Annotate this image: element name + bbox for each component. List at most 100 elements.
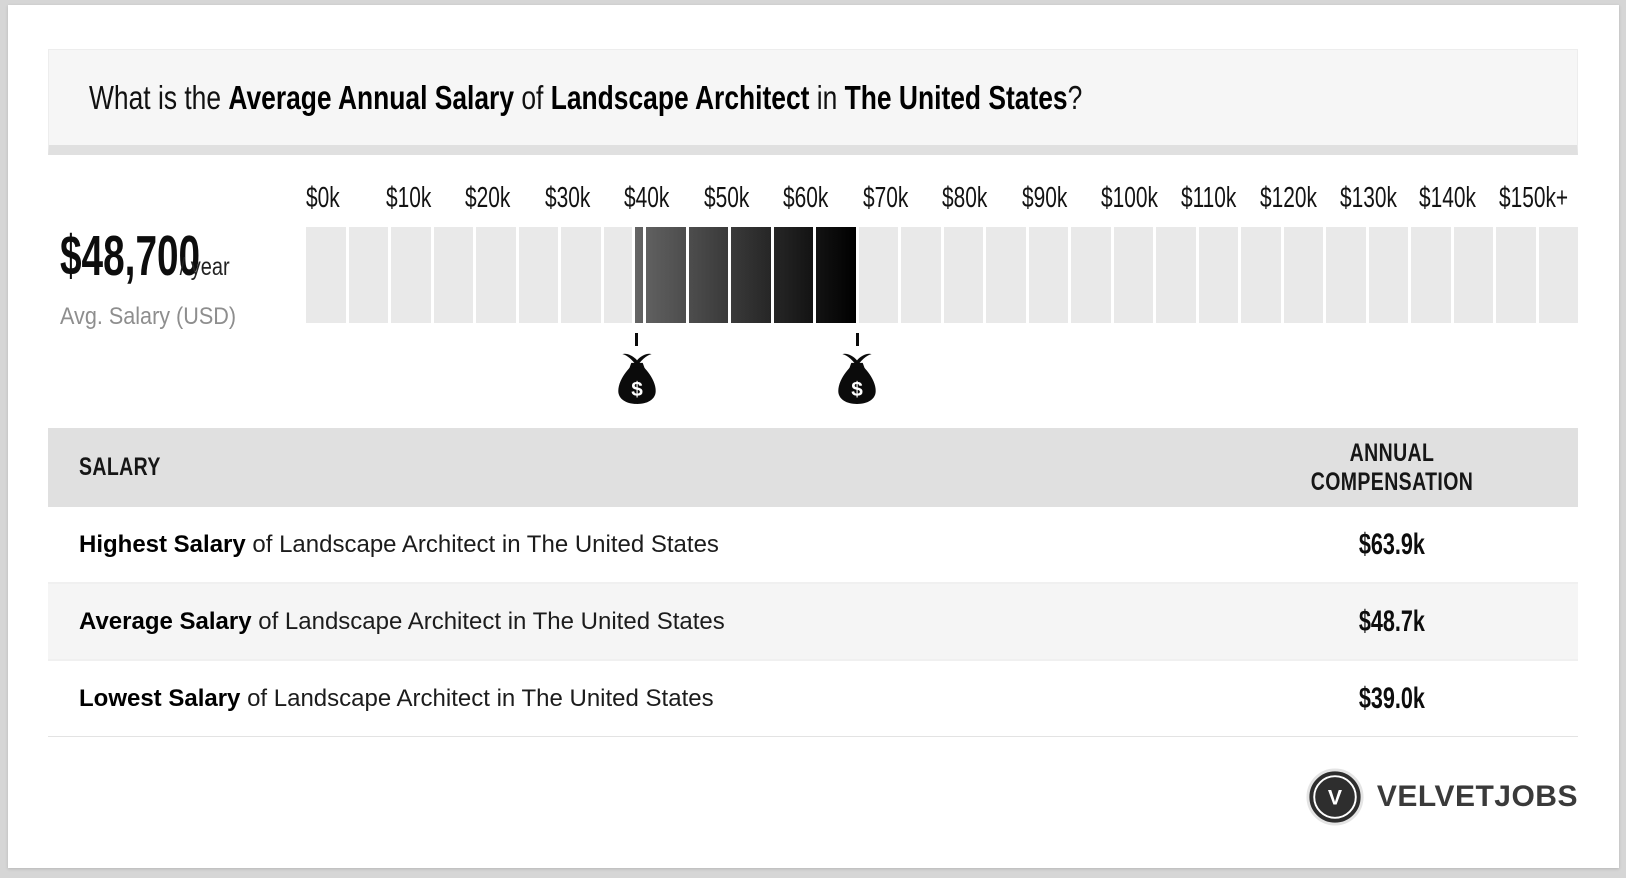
- salary-table: SALARY ANNUAL COMPENSATION Highest Salar…: [48, 428, 1578, 737]
- scale-segment: [1368, 227, 1408, 323]
- svg-text:$: $: [631, 378, 643, 401]
- average-salary-amount: $48,700: [60, 224, 201, 288]
- row-label-rest: of Landscape Architect in The United Sta…: [245, 530, 719, 558]
- row-value: $63.9k: [1358, 527, 1426, 561]
- scale-segment: [773, 227, 813, 323]
- table-row-lowest: Lowest Salary of Landscape Architect in …: [48, 659, 1578, 737]
- header-salary-label: SALARY: [79, 453, 161, 481]
- axis-label: $40k: [624, 182, 670, 214]
- axis-labels-row: $0k $10k $20k $30k $40k $50k $60k $70k $80k $90k $…: [306, 171, 1578, 219]
- average-salary-line: $48,700/ year: [60, 223, 310, 289]
- scale-segment: [901, 227, 941, 323]
- table-header-row: SALARY ANNUAL COMPENSATION: [48, 428, 1578, 507]
- scale-segment: [1156, 227, 1196, 323]
- range-marker-tick: [635, 333, 639, 346]
- axis-label: $50k: [703, 182, 749, 214]
- brand-name: VELVETJOBS: [1376, 780, 1578, 813]
- title-part: of: [514, 78, 551, 116]
- axis-label: $70k: [862, 182, 908, 214]
- scale-segment: [1283, 227, 1323, 323]
- scale-segment: [1071, 227, 1111, 323]
- axis-label: $130k: [1339, 182, 1397, 214]
- axis-label: $110k: [1180, 182, 1236, 214]
- velvetjobs-logo[interactable]: V VELVETJOBS: [1306, 768, 1578, 826]
- salary-range-bar: [306, 227, 1578, 323]
- svg-text:$: $: [851, 378, 863, 401]
- range-marker-tick: [855, 333, 859, 346]
- question-header: What is the Average Annual Salary of Lan…: [48, 49, 1578, 155]
- average-salary-summary: $48,700/ year Avg. Salary (USD): [60, 223, 310, 331]
- axis-label: $100k: [1101, 182, 1158, 214]
- header-cell-salary: SALARY: [48, 453, 1232, 482]
- axis-label: $140k: [1419, 182, 1476, 214]
- money-bag-icon: $: [618, 353, 656, 404]
- logo-monogram: V: [1328, 786, 1343, 810]
- title-part-bold: Landscape Architect: [550, 78, 810, 116]
- scale-segment: [1113, 227, 1153, 323]
- scale-segment: [858, 227, 898, 323]
- row-label: Average Salary of Landscape Architect in…: [48, 608, 1232, 636]
- scale-segment: [943, 227, 983, 323]
- title-part: in: [809, 78, 845, 116]
- scale-segment: [348, 227, 388, 323]
- scale-segment: [1198, 227, 1238, 323]
- average-salary-caption: Avg. Salary (USD): [60, 303, 237, 330]
- axis-label: $30k: [544, 182, 590, 214]
- infographic-card: What is the Average Annual Salary of Lan…: [8, 5, 1619, 868]
- scale-segment: [986, 227, 1026, 323]
- axis-label: $90k: [1021, 182, 1067, 214]
- axis-label: $150k+: [1498, 182, 1568, 214]
- average-salary-period: / year: [179, 253, 230, 281]
- table-row-highest: Highest Salary of Landscape Architect in…: [48, 507, 1578, 582]
- axis-label: $80k: [942, 182, 988, 214]
- scale-segment: [603, 227, 643, 323]
- row-value: $39.0k: [1358, 681, 1426, 715]
- axis-label: $20k: [465, 182, 511, 214]
- scale-segment: [518, 227, 558, 323]
- scale-segment: [1453, 227, 1493, 323]
- scale-segment: [731, 227, 771, 323]
- row-label: Lowest Salary of Landscape Architect in …: [48, 685, 1232, 713]
- title-part: ?: [1067, 78, 1083, 116]
- scale-segment: [391, 227, 431, 323]
- header-compensation-label: ANNUAL COMPENSATION: [1310, 438, 1474, 496]
- table-row-average: Average Salary of Landscape Architect in…: [48, 582, 1578, 659]
- row-label-bold: Lowest Salary: [79, 684, 241, 712]
- scale-segment: [561, 227, 601, 323]
- row-label-rest: of Landscape Architect in The United Sta…: [240, 684, 714, 712]
- axis-label: $120k: [1260, 182, 1317, 214]
- salary-scale: $0k $10k $20k $30k $40k $50k $60k $70k $80k $90k $…: [306, 171, 1578, 416]
- scale-segment: [476, 227, 516, 323]
- scale-segment: [1496, 227, 1536, 323]
- axis-label: $10k: [385, 182, 431, 214]
- header-cell-compensation: ANNUAL COMPENSATION: [1232, 439, 1552, 497]
- row-label-bold: Highest Salary: [79, 530, 246, 558]
- scale-segment: [646, 227, 686, 323]
- title-part-bold: Average Annual Salary: [228, 78, 515, 116]
- row-label: Highest Salary of Landscape Architect in…: [48, 531, 1232, 559]
- scale-segment: [816, 227, 856, 323]
- row-label-bold: Average Salary: [79, 607, 252, 635]
- scale-segment: [1411, 227, 1451, 323]
- scale-segment: [1538, 227, 1578, 323]
- row-value-cell: $39.0k: [1232, 682, 1552, 716]
- scale-segment: [433, 227, 473, 323]
- scale-segment: [1326, 227, 1366, 323]
- title-part: What is the: [89, 78, 229, 116]
- velvetjobs-logo-icon: V: [1306, 768, 1364, 826]
- axis-label: $60k: [783, 182, 829, 214]
- row-label-rest: of Landscape Architect in The United Sta…: [251, 607, 725, 635]
- scale-segment: [306, 227, 346, 323]
- row-value-cell: $48.7k: [1232, 605, 1552, 639]
- scale-segment: [688, 227, 728, 323]
- page-title: What is the Average Annual Salary of Lan…: [49, 79, 1331, 117]
- axis-label: $0k: [306, 182, 340, 214]
- scale-segment: [1241, 227, 1281, 323]
- money-bag-icon: $: [838, 353, 876, 404]
- row-value: $48.7k: [1358, 604, 1426, 638]
- salary-scale-chart: $48,700/ year Avg. Salary (USD) $0k $10k $…: [48, 171, 1578, 416]
- title-part-bold: The United States: [844, 78, 1068, 116]
- scale-segment: [1028, 227, 1068, 323]
- row-value-cell: $63.9k: [1232, 528, 1552, 562]
